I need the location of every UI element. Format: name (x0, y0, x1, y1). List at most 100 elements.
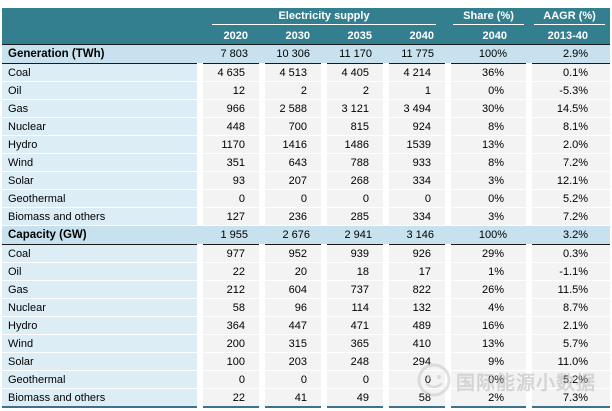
share-header-label: Share (%) (453, 10, 525, 25)
section-total-cell: 10 306 (262, 44, 324, 64)
table-row: Biomass and others 22 41 49 58 2% 7.3% (2, 388, 611, 408)
group-header-label: Electricity supply (212, 10, 437, 25)
value-cell: 334 (382, 207, 449, 226)
value-cell: 0 (197, 189, 262, 208)
value-cell: 365 (321, 334, 386, 353)
row-label: Hydro (2, 316, 200, 335)
value-cell: 1416 (259, 135, 324, 154)
section-row: Capacity (GW) 1 955 2 676 2 941 3 146 100% 3.2… (2, 225, 611, 245)
electricity-supply-table: Electricity supply Share (%) AAGR (%) 20… (2, 8, 611, 408)
value-cell: 4% (445, 298, 530, 317)
year-header-2020: 2020 (200, 25, 262, 45)
electricity-supply-group-header: Electricity supply (200, 8, 449, 25)
section-total-cell: 11 170 (324, 44, 386, 64)
value-cell: 815 (321, 117, 386, 136)
value-cell: 7.2% (526, 207, 611, 226)
value-cell: 8% (445, 117, 530, 136)
value-cell: 364 (197, 316, 262, 335)
table-row: Oil 12 2 2 1 0% -5.3% (2, 81, 611, 100)
table-row: Oil 22 20 18 17 1% -1.1% (2, 262, 611, 281)
value-cell: 604 (259, 280, 324, 299)
value-cell: 0.3% (526, 244, 611, 263)
value-cell: 1539 (382, 135, 449, 154)
table-row: Geothermal 0 0 0 0 0% 5.2% (2, 189, 611, 208)
value-cell: 5.2% (526, 370, 611, 389)
row-label: Wind (2, 153, 200, 172)
section-total-cell: 2.9% (529, 44, 611, 64)
row-label: Oil (2, 81, 200, 100)
value-cell: 0 (259, 189, 324, 208)
value-cell: 0 (321, 370, 386, 389)
table-row: Wind 351 643 788 933 8% 7.2% (2, 153, 611, 172)
table-row: Nuclear 58 96 114 132 4% 8.7% (2, 298, 611, 317)
value-cell: 17 (382, 262, 449, 281)
value-cell: 7.2% (526, 153, 611, 172)
value-cell: 11.0% (526, 352, 611, 371)
value-cell: 13% (445, 135, 530, 154)
table-page: Electricity supply Share (%) AAGR (%) 20… (2, 8, 611, 408)
value-cell: -5.3% (526, 81, 611, 100)
section-total-cell: 3 146 (386, 225, 449, 245)
value-cell: 18 (321, 262, 386, 281)
value-cell: 93 (197, 171, 262, 190)
value-cell: 4 513 (259, 63, 324, 82)
value-cell: 0 (321, 189, 386, 208)
value-cell: 5.2% (526, 189, 611, 208)
value-cell: 212 (197, 280, 262, 299)
value-cell: 285 (321, 207, 386, 226)
value-cell: 16% (445, 316, 530, 335)
value-cell: 41 (259, 388, 324, 408)
table-row: Gas 212 604 737 822 26% 11.5% (2, 280, 611, 299)
value-cell: 236 (259, 207, 324, 226)
value-cell: 351 (197, 153, 262, 172)
row-label: Biomass and others (2, 207, 200, 226)
value-cell: 4 214 (382, 63, 449, 82)
row-label: Oil (2, 262, 200, 281)
value-cell: 248 (321, 352, 386, 371)
row-label: Geothermal (2, 189, 200, 208)
value-cell: 788 (321, 153, 386, 172)
value-cell: 643 (259, 153, 324, 172)
row-label: Hydro (2, 135, 200, 154)
value-cell: 203 (259, 352, 324, 371)
value-cell: 2% (445, 388, 530, 408)
value-cell: 3 121 (321, 99, 386, 118)
value-cell: 30% (445, 99, 530, 118)
section-title: Generation (TWh) (2, 44, 200, 64)
value-cell: 1486 (321, 135, 386, 154)
year-header-2040: 2040 (386, 25, 449, 45)
row-label: Coal (2, 63, 200, 82)
table-row: Solar 100 203 248 294 9% 11.0% (2, 352, 611, 371)
value-cell: 4 405 (321, 63, 386, 82)
value-cell: 334 (382, 171, 449, 190)
table-row: Gas 966 2 588 3 121 3 494 30% 14.5% (2, 99, 611, 118)
value-cell: 933 (382, 153, 449, 172)
table-row: Nuclear 448 700 815 924 8% 8.1% (2, 117, 611, 136)
value-cell: 2.1% (526, 316, 611, 335)
value-cell: 8.1% (526, 117, 611, 136)
section-total-cell: 2 941 (324, 225, 386, 245)
empty-header-cell (2, 25, 200, 45)
value-cell: 200 (197, 334, 262, 353)
row-label: Nuclear (2, 117, 200, 136)
value-cell: 0.1% (526, 63, 611, 82)
table-row: Wind 200 315 365 410 13% 5.7% (2, 334, 611, 353)
year-header-row: 2020 2030 2035 2040 2040 2013-40 (2, 25, 611, 45)
value-cell: 96 (259, 298, 324, 317)
value-cell: 12 (197, 81, 262, 100)
row-label: Gas (2, 280, 200, 299)
value-cell: 0% (445, 81, 530, 100)
value-cell: 58 (382, 388, 449, 408)
value-cell: 0 (259, 370, 324, 389)
value-cell: 29% (445, 244, 530, 263)
value-cell: 977 (197, 244, 262, 263)
value-cell: 410 (382, 334, 449, 353)
table-row: Biomass and others 127 236 285 334 3% 7.2% (2, 207, 611, 226)
value-cell: 12.1% (526, 171, 611, 190)
value-cell: 471 (321, 316, 386, 335)
value-cell: 0% (445, 370, 530, 389)
value-cell: 207 (259, 171, 324, 190)
value-cell: 9% (445, 352, 530, 371)
value-cell: 8% (445, 153, 530, 172)
value-cell: 3% (445, 171, 530, 190)
